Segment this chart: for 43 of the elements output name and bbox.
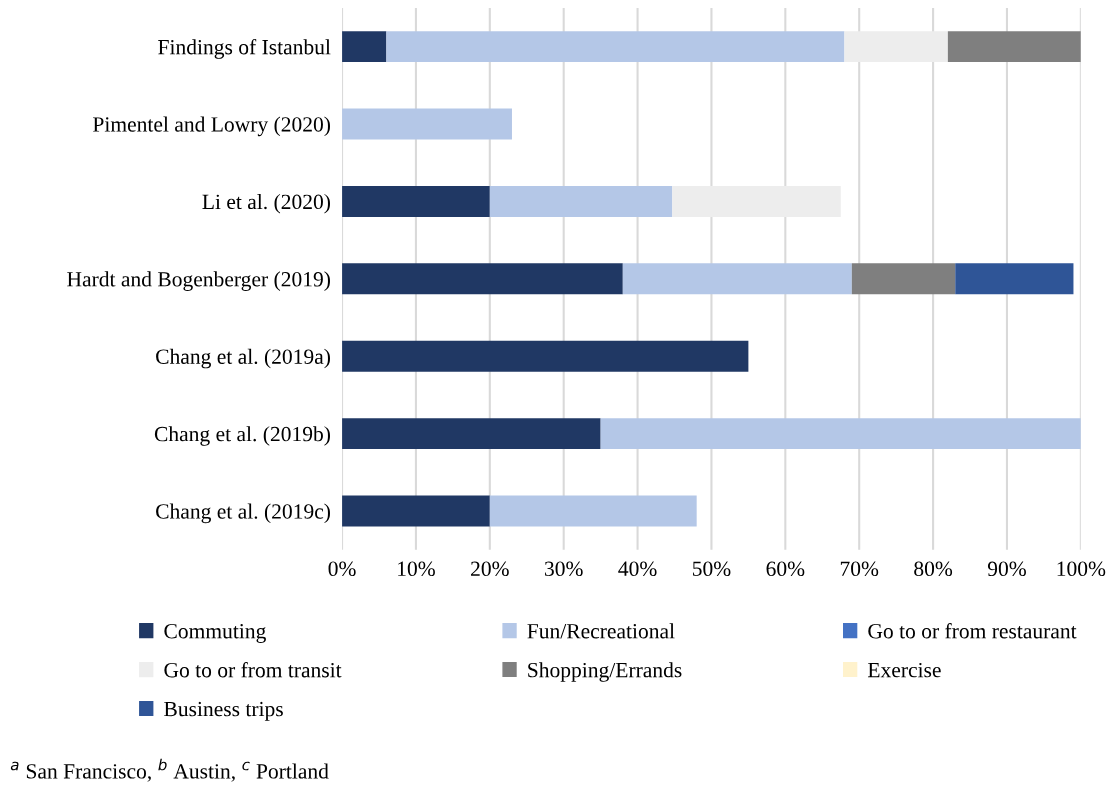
x-tick-label: 90% [987, 561, 1026, 577]
bar [851, 263, 956, 295]
legend-label: Commuting [164, 623, 266, 643]
x-tick-label: 0% [328, 561, 356, 577]
x-tick-label: 70% [840, 561, 879, 577]
x-tick-label: 40% [618, 561, 657, 577]
bar [947, 31, 1081, 63]
y-tick-label: Li et al. (2020) [202, 193, 330, 214]
y-tick-label: Chang et al. (2019b) [154, 426, 330, 446]
bar [600, 418, 1081, 450]
legend-label: Exercise [868, 662, 941, 678]
bar [342, 185, 490, 217]
text: $^{a}$ San Francisco, $^{b}$ Austin, $^{c}$ Portland [10, 758, 329, 782]
x-tick-label: 80% [914, 561, 953, 577]
bar [386, 31, 845, 63]
bar [489, 185, 673, 217]
bar [342, 108, 512, 140]
bar [622, 263, 852, 295]
y-tick-label: Findings of Istanbul [158, 39, 331, 59]
y-tick-label: Chang et al. (2019c) [156, 503, 330, 524]
x-tick-label: 10% [398, 561, 435, 577]
x-tick-label: 30% [544, 561, 583, 577]
legend-label: Fun/Recreational [527, 623, 675, 639]
legend-label: Shopping/Errands [528, 662, 682, 682]
bar [489, 495, 697, 527]
y-tick-label: Pimentel and Lowry (2020) [93, 116, 330, 137]
bar [342, 340, 749, 372]
legend-label: Business trips [164, 701, 283, 721]
y-tick-label: Chang et al. (2019a) [156, 348, 330, 369]
bar [844, 31, 948, 63]
x-tick-label: 100% [1057, 561, 1106, 577]
y-tick-label: Hardt and Bogenberger (2019) [67, 271, 330, 291]
bar [342, 418, 601, 450]
bar [342, 263, 623, 295]
x-tick-label: 60% [766, 561, 805, 577]
bar [342, 31, 387, 63]
x-tick-label: 20% [471, 561, 509, 577]
bar [672, 185, 841, 217]
bar [342, 495, 490, 527]
bar [955, 263, 1074, 295]
legend-label: Go to or from transit [164, 662, 342, 678]
legend-label: Go to or from restaurant [868, 623, 1077, 639]
x-tick-label: 50% [692, 561, 731, 577]
